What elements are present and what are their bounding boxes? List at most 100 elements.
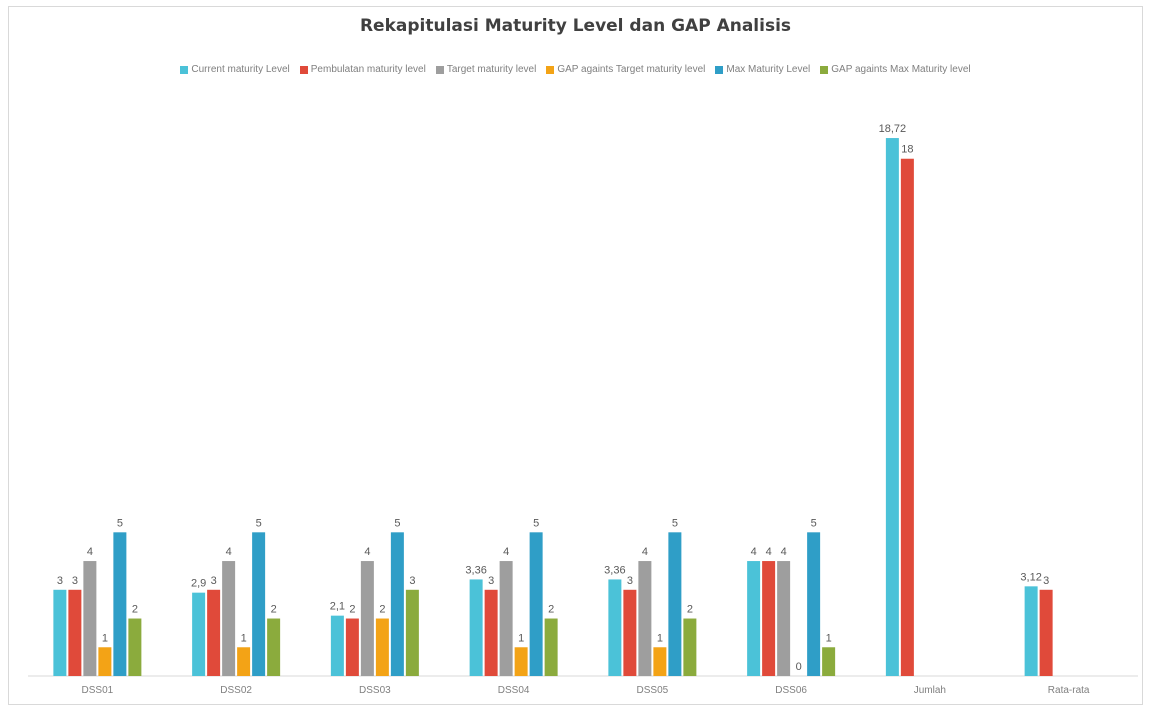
- bar: [499, 561, 513, 676]
- bar: [267, 618, 281, 676]
- data-label: 5: [394, 517, 400, 529]
- data-label: 3: [57, 575, 63, 587]
- bar: [762, 561, 776, 676]
- legend-label: GAP againts Target maturity level: [557, 64, 706, 75]
- data-label: 4: [781, 546, 787, 558]
- x-tick-label: DSS03: [359, 685, 391, 696]
- data-label: 3: [409, 575, 415, 587]
- bar: [885, 138, 899, 676]
- bar: [192, 592, 206, 676]
- bar: [1024, 586, 1038, 676]
- chart-title: Rekapitulasi Maturity Level dan GAP Anal…: [359, 16, 792, 36]
- data-label: 3,36: [465, 564, 486, 576]
- data-label: 3: [211, 575, 217, 587]
- data-label: 3: [488, 575, 494, 587]
- data-label: 3: [1043, 575, 1049, 587]
- bar: [608, 579, 622, 676]
- data-label: 1: [518, 632, 524, 644]
- data-label: 4: [642, 546, 648, 558]
- bar: [68, 589, 82, 676]
- data-label: 1: [241, 632, 247, 644]
- data-label: 1: [657, 632, 663, 644]
- bar: [484, 589, 498, 676]
- legend-item: GAP againts Target maturity level: [546, 64, 705, 75]
- bar: [113, 532, 127, 676]
- bar: [83, 561, 97, 676]
- bar: [514, 647, 528, 676]
- data-label: 2,1: [330, 601, 345, 613]
- data-label: 4: [226, 546, 232, 558]
- data-label: 5: [117, 517, 123, 529]
- x-tick-label: DSS02: [220, 685, 252, 696]
- legend-swatch: [546, 65, 555, 74]
- legend-item: Current maturity Level: [180, 64, 290, 75]
- data-label: 5: [811, 517, 817, 529]
- chart-area: [8, 6, 1143, 705]
- data-label: 3: [72, 575, 78, 587]
- legend-label: Target maturity level: [446, 64, 537, 75]
- bar: [345, 618, 359, 676]
- data-label: 18,72: [879, 123, 907, 135]
- data-label: 2: [132, 604, 138, 616]
- data-label: 18: [901, 144, 913, 156]
- data-label: 4: [766, 546, 772, 558]
- data-label: 3,12: [1020, 571, 1041, 583]
- bar: [623, 589, 637, 676]
- bar: [1039, 589, 1053, 676]
- legend-item: Pembulatan maturity level: [299, 64, 426, 75]
- legend-swatch: [180, 65, 189, 74]
- data-label: 5: [256, 517, 262, 529]
- bar: [53, 589, 67, 676]
- bar: [900, 158, 914, 677]
- data-label: 2: [271, 604, 277, 616]
- data-label: 3,36: [604, 564, 625, 576]
- bar: [469, 579, 483, 676]
- chart-legend: Current maturity Level Pembulatan maturit…: [0, 64, 1151, 75]
- data-label: 4: [87, 546, 93, 558]
- legend-label: GAP againts Max Maturity level: [831, 64, 971, 75]
- legend-label: Pembulatan maturity level: [310, 64, 426, 75]
- bar: [747, 561, 761, 676]
- bar: [638, 561, 652, 676]
- bar: [807, 532, 821, 676]
- legend-item: Target maturity level: [435, 64, 537, 75]
- bar: [777, 561, 791, 676]
- bar: [529, 532, 543, 676]
- data-label: 2: [379, 604, 385, 616]
- x-tick-label: DSS06: [775, 685, 807, 696]
- bar: [128, 618, 142, 676]
- legend-swatch: [715, 65, 724, 74]
- bar: [237, 647, 251, 676]
- data-label: 5: [672, 517, 678, 529]
- data-label: 1: [102, 632, 108, 644]
- x-tick-label: Jumlah: [914, 685, 946, 696]
- bar: [668, 532, 682, 676]
- bar: [330, 615, 344, 676]
- bar: [405, 589, 419, 676]
- data-label: 3: [627, 575, 633, 587]
- legend-swatch: [820, 65, 829, 74]
- bar: [683, 618, 697, 676]
- x-tick-label: DSS04: [498, 685, 530, 696]
- legend-item: GAP againts Max Maturity level: [820, 64, 971, 75]
- bar: [252, 532, 266, 676]
- data-label: 0: [796, 661, 802, 673]
- legend-swatch: [299, 65, 308, 74]
- data-label: 4: [503, 546, 509, 558]
- bar: [360, 561, 374, 676]
- x-tick-label: DSS05: [637, 685, 669, 696]
- data-label: 2: [548, 604, 554, 616]
- bar: [390, 532, 404, 676]
- legend-swatch: [435, 65, 444, 74]
- legend-item: Max Maturity Level: [715, 64, 810, 75]
- legend-label: Current maturity Level: [191, 64, 290, 75]
- data-label: 5: [533, 517, 539, 529]
- bar: [98, 647, 112, 676]
- bar: [544, 618, 558, 676]
- bar: [822, 647, 836, 676]
- legend-label: Max Maturity Level: [726, 64, 811, 75]
- bar: [375, 618, 389, 676]
- x-tick-label: DSS01: [82, 685, 114, 696]
- data-label: 4: [751, 546, 757, 558]
